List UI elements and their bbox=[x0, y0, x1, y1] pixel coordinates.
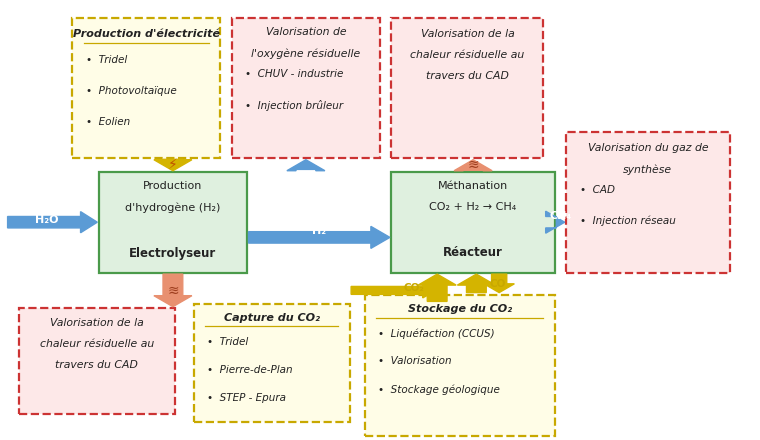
Text: •  Tridel: • Tridel bbox=[207, 337, 249, 348]
FancyArrow shape bbox=[351, 283, 436, 298]
Text: ≋: ≋ bbox=[467, 158, 479, 172]
Text: Valorisation de: Valorisation de bbox=[265, 27, 347, 37]
Text: •  Injection réseau: • Injection réseau bbox=[580, 216, 676, 226]
FancyBboxPatch shape bbox=[391, 172, 555, 273]
FancyArrow shape bbox=[458, 274, 496, 293]
FancyArrow shape bbox=[154, 159, 192, 171]
FancyArrow shape bbox=[154, 274, 192, 307]
FancyArrow shape bbox=[484, 274, 515, 293]
Text: chaleur résiduelle au: chaleur résiduelle au bbox=[40, 339, 154, 349]
Text: Méthanation: Méthanation bbox=[438, 181, 508, 191]
FancyBboxPatch shape bbox=[72, 18, 220, 158]
FancyArrow shape bbox=[287, 160, 325, 171]
Text: ⚡: ⚡ bbox=[168, 158, 178, 172]
FancyBboxPatch shape bbox=[232, 18, 380, 158]
Text: •  Tridel: • Tridel bbox=[86, 55, 127, 65]
Text: •  Pierre-de-Plan: • Pierre-de-Plan bbox=[207, 365, 293, 375]
Text: ≋: ≋ bbox=[167, 283, 179, 297]
Text: •  Photovoltaïque: • Photovoltaïque bbox=[86, 86, 176, 96]
FancyBboxPatch shape bbox=[566, 132, 730, 273]
Text: d'hydrogène (H₂): d'hydrogène (H₂) bbox=[125, 202, 220, 213]
Text: Valorisation de la: Valorisation de la bbox=[420, 29, 515, 39]
Text: •  Stockage géologique: • Stockage géologique bbox=[378, 384, 500, 395]
Text: Electrolyseur: Electrolyseur bbox=[129, 246, 217, 260]
Text: chaleur résiduelle au: chaleur résiduelle au bbox=[410, 50, 524, 60]
Text: CO: CO bbox=[489, 279, 506, 289]
Text: synthèse: synthèse bbox=[623, 164, 673, 175]
Text: •  Liquéfaction (CCUS): • Liquéfaction (CCUS) bbox=[378, 329, 495, 339]
FancyArrow shape bbox=[418, 274, 456, 301]
Text: Valorisation du gaz de: Valorisation du gaz de bbox=[587, 143, 708, 153]
Text: CH₄: CH₄ bbox=[549, 211, 572, 220]
FancyBboxPatch shape bbox=[194, 304, 350, 422]
FancyArrow shape bbox=[8, 212, 97, 233]
Text: Production: Production bbox=[143, 181, 203, 191]
Text: •  Valorisation: • Valorisation bbox=[378, 356, 452, 367]
FancyBboxPatch shape bbox=[19, 308, 175, 414]
Text: Capture du CO₂: Capture du CO₂ bbox=[223, 313, 320, 323]
Text: H₂O: H₂O bbox=[36, 215, 59, 225]
FancyArrow shape bbox=[454, 160, 492, 171]
Text: H₂: H₂ bbox=[312, 226, 326, 236]
Text: travers du CAD: travers du CAD bbox=[426, 71, 509, 81]
FancyBboxPatch shape bbox=[365, 295, 555, 436]
Text: •  STEP - Epura: • STEP - Epura bbox=[207, 393, 287, 403]
Text: travers du CAD: travers du CAD bbox=[55, 360, 138, 370]
FancyArrow shape bbox=[249, 226, 390, 248]
Text: Réacteur: Réacteur bbox=[443, 246, 503, 260]
FancyBboxPatch shape bbox=[391, 18, 543, 158]
Text: CO₂ + H₂ → CH₄: CO₂ + H₂ → CH₄ bbox=[429, 202, 517, 213]
Text: CO₂: CO₂ bbox=[404, 283, 425, 293]
FancyArrow shape bbox=[546, 211, 565, 233]
FancyBboxPatch shape bbox=[99, 172, 247, 273]
Text: O₂: O₂ bbox=[320, 160, 334, 170]
Text: •  CHUV - industrie: • CHUV - industrie bbox=[245, 69, 344, 79]
Text: Valorisation de la: Valorisation de la bbox=[50, 318, 144, 328]
Text: •  Injection brûleur: • Injection brûleur bbox=[245, 100, 344, 111]
Text: •  CAD: • CAD bbox=[580, 185, 615, 195]
Text: Production d'électricité: Production d'électricité bbox=[73, 29, 220, 39]
Text: Stockage du CO₂: Stockage du CO₂ bbox=[407, 304, 512, 315]
Text: l'oxygène résiduelle: l'oxygène résiduelle bbox=[252, 48, 360, 59]
Text: •  Eolien: • Eolien bbox=[86, 117, 130, 127]
